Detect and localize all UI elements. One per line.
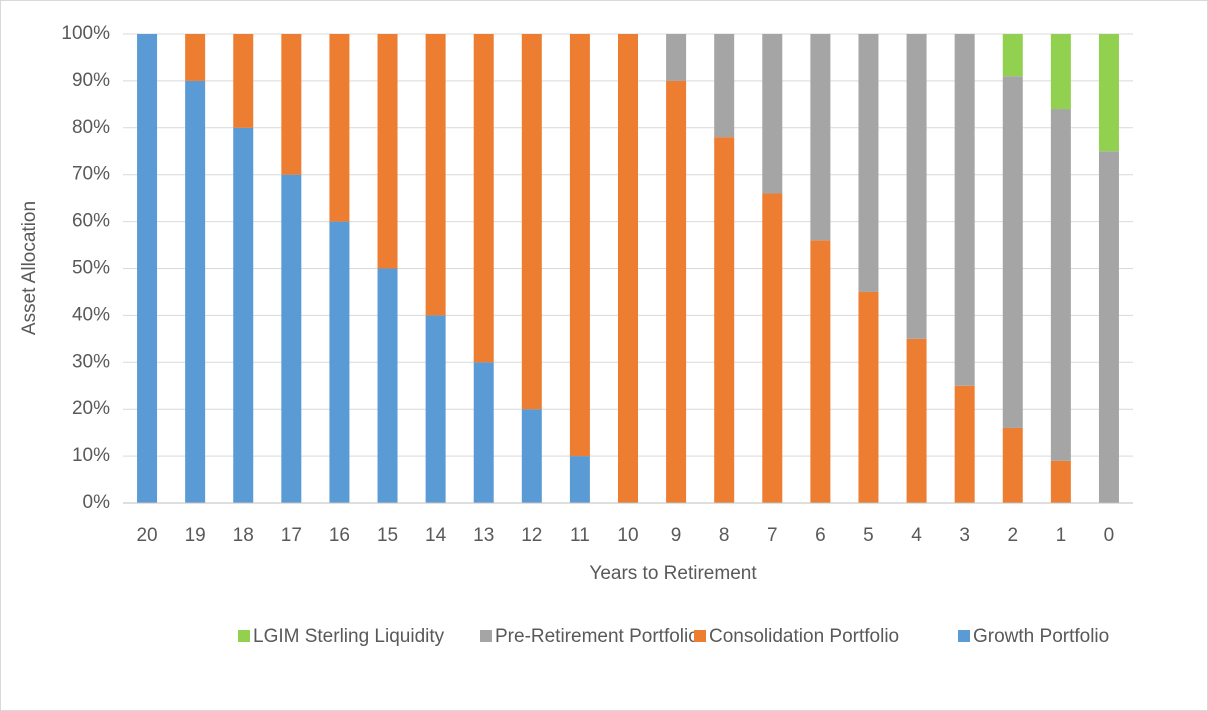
bar-segment (521, 409, 542, 503)
y-tick-label: 40% (72, 304, 110, 325)
legend-swatch (238, 630, 250, 642)
y-axis-title: Asset Allocation (19, 201, 40, 335)
y-tick-label: 30% (72, 351, 110, 372)
bar-segment (425, 315, 446, 503)
legend-swatch (694, 630, 706, 642)
x-tick-label: 14 (425, 525, 447, 546)
bar-segment (1002, 76, 1023, 428)
bar-segment (281, 174, 302, 503)
bar-segment (906, 338, 927, 503)
x-axis-title: Years to Retirement (589, 563, 757, 584)
y-tick-label: 20% (72, 398, 110, 419)
x-tick-label: 13 (473, 525, 494, 546)
legend-swatch (480, 630, 492, 642)
bar-segment (858, 34, 879, 292)
x-tick-label: 3 (959, 525, 970, 546)
y-tick-label: 80% (72, 117, 110, 138)
x-tick-label: 19 (185, 525, 206, 546)
x-tick-label: 11 (570, 525, 590, 546)
legend-label: LGIM Sterling Liquidity (253, 626, 445, 647)
x-tick-label: 0 (1104, 525, 1115, 546)
y-tick-label: 90% (72, 70, 110, 91)
bar-segment (185, 80, 206, 504)
x-tick-label: 18 (233, 525, 254, 546)
x-tick-label: 10 (617, 525, 638, 546)
bar-segment (666, 34, 687, 81)
bar-segment (666, 80, 687, 504)
bar-segment (329, 34, 350, 222)
y-tick-label: 70% (72, 164, 110, 185)
bar-segment (233, 34, 254, 128)
bar-segment (1098, 34, 1119, 152)
bar-segment (1050, 34, 1071, 110)
x-tick-label: 17 (281, 525, 302, 546)
y-tick-label: 50% (72, 258, 110, 279)
bar-segment (1002, 427, 1023, 503)
bar-segment (329, 221, 350, 503)
bar-segment (473, 362, 494, 503)
x-tick-label: 9 (671, 525, 682, 546)
legend-label: Growth Portfolio (973, 626, 1109, 647)
x-tick-label: 20 (136, 525, 157, 546)
bar-segment (233, 127, 254, 504)
bar-segment (762, 34, 783, 194)
x-tick-label: 6 (815, 525, 826, 546)
bar-segment (762, 193, 783, 503)
bar-segment (906, 34, 927, 339)
bar-segment (569, 34, 590, 457)
bar-segment (1050, 109, 1071, 461)
bar-segment (425, 34, 446, 316)
x-tick-label: 5 (863, 525, 874, 546)
bar-segment (954, 385, 975, 503)
bar-segment (810, 240, 831, 504)
bar-segment (858, 291, 879, 503)
y-tick-label: 60% (72, 211, 110, 232)
x-tick-label: 2 (1007, 525, 1018, 546)
bar-segment (1002, 34, 1023, 77)
bar-segment (281, 34, 302, 175)
legend-swatch (958, 630, 970, 642)
bar-segment (714, 137, 735, 503)
bar-segment (714, 34, 735, 138)
x-tick-label: 8 (719, 525, 730, 546)
bar-segment (618, 34, 638, 503)
bar-segment (810, 34, 831, 241)
legend-label: Consolidation Portfolio (709, 626, 899, 647)
x-tick-label: 7 (767, 525, 778, 546)
x-tick-label: 4 (911, 525, 922, 546)
x-tick-label: 12 (521, 525, 542, 546)
x-tick-label: 1 (1056, 525, 1067, 546)
legend-label: Pre-Retirement Portfolio (495, 626, 699, 647)
bar-segment (1050, 460, 1071, 503)
x-tick-label: 15 (377, 525, 398, 546)
y-tick-label: 100% (61, 23, 110, 44)
y-tick-label: 10% (72, 445, 110, 466)
bar-segment (569, 456, 590, 503)
bar-segment (1098, 151, 1119, 503)
bar-segment (521, 34, 542, 410)
bar-segment (377, 268, 398, 503)
bar-segment (377, 34, 398, 269)
y-tick-label: 0% (83, 492, 111, 513)
bar-segment (473, 34, 494, 363)
bar-segment (185, 34, 206, 81)
bar-segment (954, 34, 975, 386)
bar-segment (137, 34, 158, 503)
x-tick-label: 16 (329, 525, 350, 546)
